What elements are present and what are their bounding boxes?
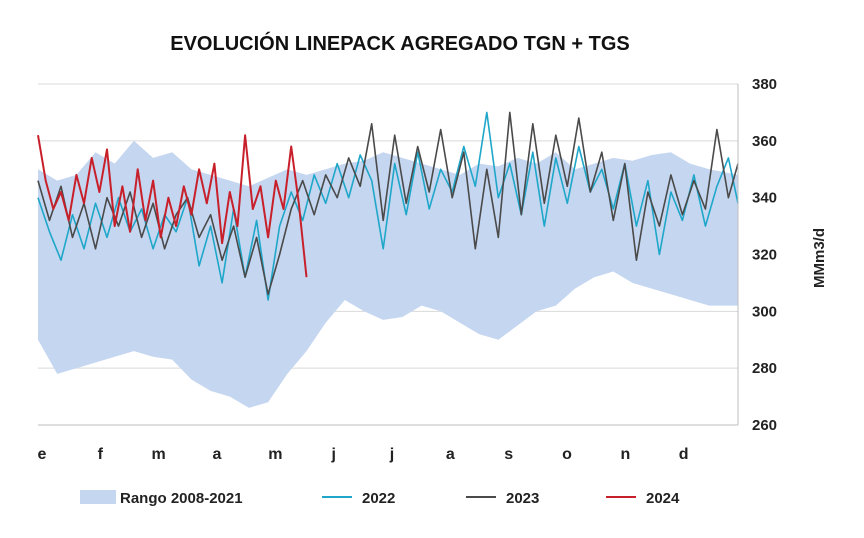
y-tick-label: 360 bbox=[752, 133, 777, 150]
y-axis-label: MMm3/d bbox=[811, 228, 828, 288]
range-band-layer bbox=[38, 140, 738, 408]
x-tick-label: a bbox=[213, 446, 222, 463]
series-line-2024 bbox=[37, 134, 308, 278]
legend: Rango 2008-2021 2022 2023 2024 bbox=[80, 490, 680, 507]
x-tick-label: o bbox=[562, 446, 572, 463]
x-tick-label: j bbox=[389, 446, 394, 463]
x-tick-label: d bbox=[679, 446, 689, 463]
y-tick-label: 260 bbox=[752, 417, 777, 434]
legend-label-2024: 2024 bbox=[646, 490, 680, 507]
x-tick-label: a bbox=[446, 446, 455, 463]
y-tick-label: 380 bbox=[752, 76, 777, 93]
x-tick-label: f bbox=[98, 446, 104, 463]
y-tick-label: 280 bbox=[752, 360, 777, 377]
x-tick-label: e bbox=[38, 446, 47, 463]
y-tick-label: 340 bbox=[752, 190, 777, 207]
legend-label-2022: 2022 bbox=[362, 490, 395, 507]
chart-title: EVOLUCIÓN LINEPACK AGREGADO TGN + TGS bbox=[170, 31, 629, 55]
series-line-2023 bbox=[37, 111, 739, 296]
x-tick-label: s bbox=[504, 446, 513, 463]
legend-swatch-band bbox=[80, 490, 116, 504]
x-tick-label: m bbox=[268, 446, 282, 463]
x-tick-label: n bbox=[620, 446, 630, 463]
x-tick-label: m bbox=[152, 446, 166, 463]
x-tick-label: j bbox=[330, 446, 335, 463]
legend-label-2023: 2023 bbox=[506, 490, 539, 507]
y-tick-label: 320 bbox=[752, 247, 777, 264]
y-axis: 260 280 300 320 340 360 380 bbox=[737, 76, 777, 434]
y-tick-label: 300 bbox=[752, 303, 777, 320]
legend-label-band: Rango 2008-2021 bbox=[120, 490, 243, 507]
series-lines-layer bbox=[37, 111, 739, 301]
range-band bbox=[38, 140, 738, 408]
